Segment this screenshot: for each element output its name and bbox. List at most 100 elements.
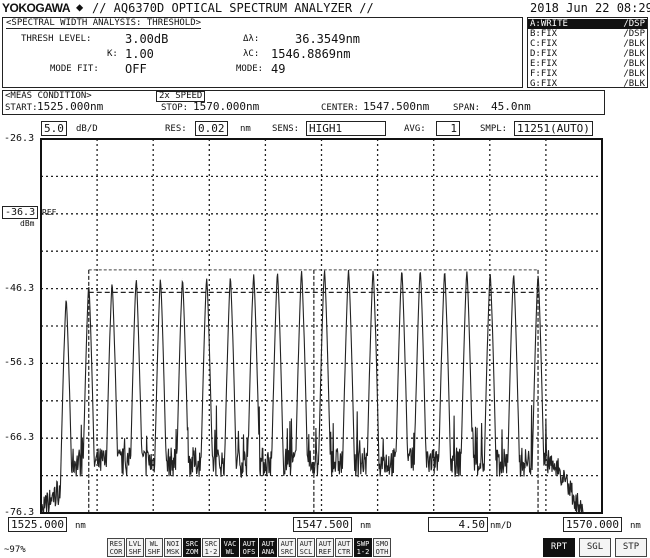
ref-level-field[interactable]: -36.3: [2, 206, 39, 219]
smpl-field[interactable]: 11251(AUTO): [514, 121, 593, 136]
softkey-line1: LVL: [128, 540, 142, 548]
x-div-field[interactable]: 4.50: [428, 517, 488, 532]
span-value: 45.0nm: [491, 100, 531, 113]
x-stop-field[interactable]: 1570.000: [563, 517, 622, 532]
y-tick-label: -26.3: [4, 133, 35, 144]
x-stop-unit: nm: [630, 521, 641, 531]
scale-field[interactable]: 5.0: [41, 121, 67, 136]
softkey-line1: VAC: [223, 540, 237, 548]
softkey-line2: SHF: [147, 548, 161, 556]
softkey-res-cor[interactable]: RES COR: [107, 538, 125, 557]
x-start-unit: nm: [75, 521, 86, 531]
softkey-aut-ref[interactable]: AUT REF: [316, 538, 334, 557]
stop-label: STOP:: [161, 103, 189, 113]
sens-label: SENS:: [272, 124, 300, 134]
trace-state: /BLK: [623, 59, 645, 69]
softkey-line2: COR: [109, 548, 123, 556]
softkey-line2: REF: [318, 548, 332, 556]
trace-g[interactable]: G:FIX/BLK: [528, 79, 647, 89]
k-value: 1.00: [125, 47, 154, 61]
softkey-src-zom[interactable]: SRC ZOM: [183, 538, 201, 557]
trace-c[interactable]: C:FIX/BLK: [528, 39, 647, 49]
analysis-panel: <SPECTRAL WIDTH ANALYSIS: THRESHOLD> THR…: [2, 17, 523, 88]
softkey-line1: AUT: [242, 540, 256, 548]
res-field[interactable]: 0.02: [195, 121, 228, 136]
center-value: 1547.500nm: [363, 100, 430, 113]
sweep-stp-button[interactable]: STP: [615, 538, 647, 557]
trace-state: /BLK: [623, 69, 645, 79]
trace-state: /DSP: [623, 19, 645, 29]
analysis-title: <SPECTRAL WIDTH ANALYSIS: THRESHOLD>: [6, 18, 202, 29]
softkey-aut-ana[interactable]: AUT ANA: [259, 538, 277, 557]
softkey-aut-scl[interactable]: AUT SCL: [297, 538, 315, 557]
softkey-line2: 1-2: [356, 548, 370, 556]
softkey-line2: ZOM: [185, 548, 199, 556]
softkey-line1: WL: [149, 540, 159, 548]
avg-field[interactable]: 1: [436, 121, 460, 136]
sens-field[interactable]: HIGH1: [306, 121, 386, 136]
softkey-line1: SRC: [204, 540, 218, 548]
softkey-line2: SCL: [299, 548, 313, 556]
brand-logo: YOKOGAWA: [2, 1, 71, 15]
softkey-noi-msk[interactable]: NOI MSK: [164, 538, 182, 557]
softkey-lvl-shf[interactable]: LVL SHF: [126, 538, 144, 557]
trace-e[interactable]: E:FIX/BLK: [528, 59, 647, 69]
trace-state: /BLK: [623, 79, 645, 89]
instrument-title: // AQ6370D OPTICAL SPECTRUM ANALYZER //: [92, 1, 374, 15]
softkey-swp-1-2[interactable]: SWP 1-2: [354, 538, 372, 557]
trace-name: E:FIX: [530, 59, 558, 69]
y-tick-label: -46.3: [4, 282, 35, 294]
zoom-percent: ~97%: [4, 545, 26, 555]
trace-name: D:FIX: [530, 49, 558, 59]
trace-d[interactable]: D:FIX/BLK: [528, 49, 647, 59]
trace-state: /BLK: [623, 39, 645, 49]
trace-state: /DSP: [623, 29, 645, 39]
diamond-icon: ◆: [76, 0, 84, 14]
trace-f[interactable]: F:FIX/BLK: [528, 69, 647, 79]
softkey-line1: RES: [109, 540, 123, 548]
softkey-line2: 1-2: [204, 548, 218, 556]
softkey-line2: ANA: [261, 548, 275, 556]
ref-label: REF: [42, 208, 57, 217]
lambda-c-value: 1546.8869nm: [271, 47, 351, 61]
trace-state: /BLK: [623, 49, 645, 59]
smpl-label: SMPL:: [480, 124, 508, 134]
softkey-smo-oth[interactable]: SMO OTH: [373, 538, 391, 557]
x-start-field[interactable]: 1525.000: [8, 517, 67, 532]
trace-list: A:WRITE/DSP B:FIX/DSP C:FIX/BLK D:FIX/BLK E:…: [527, 17, 648, 89]
start-value: 1525.000nm: [37, 100, 104, 113]
softkey-line2: MSK: [166, 548, 180, 556]
softkey-line1: NOI: [166, 540, 180, 548]
trace-name: A:WRITE: [530, 19, 568, 29]
softkey-line1: AUT: [299, 540, 313, 548]
res-unit: nm: [240, 124, 251, 134]
meas-title: <MEAS CONDITION>: [5, 91, 92, 101]
scale-unit: dB/D: [76, 124, 98, 134]
softkey-line2: SHF: [128, 548, 142, 556]
lambda-c-label: λC:: [243, 49, 260, 59]
softkey-line1: SMO: [375, 540, 389, 548]
trace-name: G:FIX: [530, 79, 558, 89]
x-center-unit: nm: [360, 521, 371, 531]
softkey-wl-shf[interactable]: WL SHF: [145, 538, 163, 557]
softkey-line1: AUT: [337, 540, 351, 548]
softkey-aut-ofs[interactable]: AUT OFS: [240, 538, 258, 557]
y-tick-label: -66.3: [4, 432, 35, 444]
softkey-line2: SRC: [280, 548, 294, 556]
thresh-label: THRESH LEVEL:: [21, 34, 92, 44]
softkey-vac-wl[interactable]: VAC WL: [221, 538, 239, 557]
softkey-line2: OFS: [242, 548, 256, 556]
trace-b[interactable]: B:FIX/DSP: [528, 29, 647, 39]
meas-condition-panel: <MEAS CONDITION> 2x SPEED START: 1525.00…: [2, 90, 605, 115]
datetime: 2018 Jun 22 08:29: [530, 1, 650, 15]
softkey-aut-src[interactable]: AUT SRC: [278, 538, 296, 557]
trace-a[interactable]: A:WRITE/DSP: [528, 19, 647, 29]
softkey-aut-ctr[interactable]: AUT CTR: [335, 538, 353, 557]
sweep-sgl-button[interactable]: SGL: [579, 538, 611, 557]
softkey-src-1-2[interactable]: SRC 1-2: [202, 538, 220, 557]
modefit-value: OFF: [125, 62, 147, 76]
trace-name: C:FIX: [530, 39, 558, 49]
x-center-field[interactable]: 1547.500: [293, 517, 352, 532]
sweep-rpt-button[interactable]: RPT: [543, 538, 575, 557]
softkey-line1: AUT: [261, 540, 275, 548]
